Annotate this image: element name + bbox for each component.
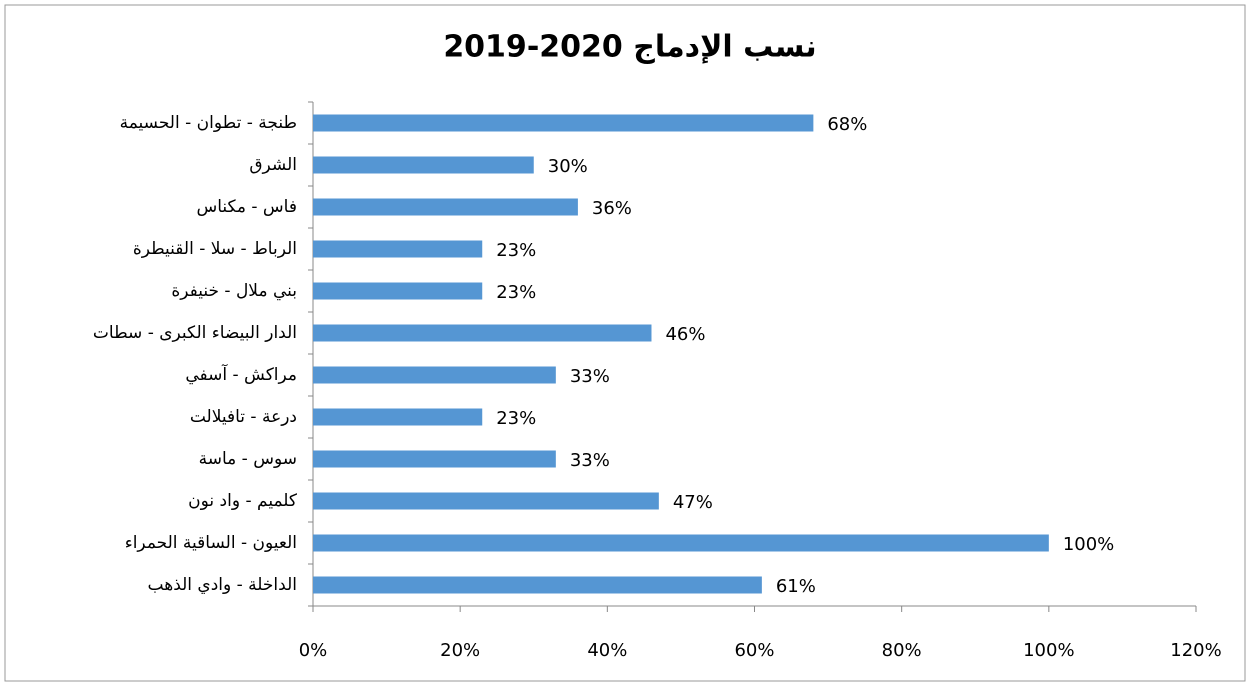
bar — [313, 282, 483, 300]
bar — [313, 156, 534, 174]
y-tick-label: الشرق — [249, 155, 297, 175]
y-tick-label: كلميم - واد نون — [188, 491, 298, 511]
y-tick-label: طنجة - تطوان - الحسيمة — [120, 113, 297, 133]
x-tick-label: 100% — [1023, 640, 1074, 661]
y-tick-label: بني ملال - خنيفرة — [171, 281, 297, 301]
bar — [313, 450, 556, 468]
data-label: 47% — [673, 492, 713, 513]
data-label: 46% — [665, 324, 705, 345]
y-tick-label: الدار البيضاء الكبرى - سطات — [93, 323, 297, 343]
bar — [313, 114, 814, 132]
y-tick-label: سوس - ماسة — [199, 449, 297, 469]
y-tick-label: الداخلة - وادي الذهب — [148, 575, 297, 595]
data-label: 36% — [592, 198, 632, 219]
y-tick-label: درعة - تافيلالت — [190, 407, 297, 427]
data-label: 23% — [496, 408, 536, 429]
data-label: 68% — [827, 114, 867, 135]
bar — [313, 408, 483, 426]
y-tick-label: الرباط - سلا - القنيطرة — [133, 239, 297, 259]
bar — [313, 366, 556, 384]
chart-title: نسب الإدماج 2020-2019 — [443, 30, 816, 65]
bar — [313, 324, 652, 342]
data-label: 30% — [548, 156, 588, 177]
y-tick-label: مراكش - آسفي — [185, 363, 297, 385]
bar — [313, 492, 659, 510]
data-label: 23% — [496, 282, 536, 303]
x-tick-label: 0% — [299, 640, 328, 661]
bar — [313, 534, 1049, 552]
x-tick-label: 120% — [1170, 640, 1221, 661]
x-tick-label: 20% — [440, 640, 480, 661]
data-label: 100% — [1063, 534, 1114, 555]
data-label: 61% — [776, 576, 816, 597]
data-label: 33% — [570, 450, 610, 471]
y-tick-label: فاس - مكناس — [196, 197, 297, 217]
x-tick-label: 40% — [587, 640, 627, 661]
x-tick-label: 60% — [734, 640, 774, 661]
bar — [313, 240, 483, 258]
bar — [313, 576, 762, 594]
y-tick-label: العيون - الساقية الحمراء — [125, 533, 297, 553]
x-tick-label: 80% — [882, 640, 922, 661]
data-label: 33% — [570, 366, 610, 387]
bar — [313, 198, 578, 216]
data-label: 23% — [496, 240, 536, 261]
